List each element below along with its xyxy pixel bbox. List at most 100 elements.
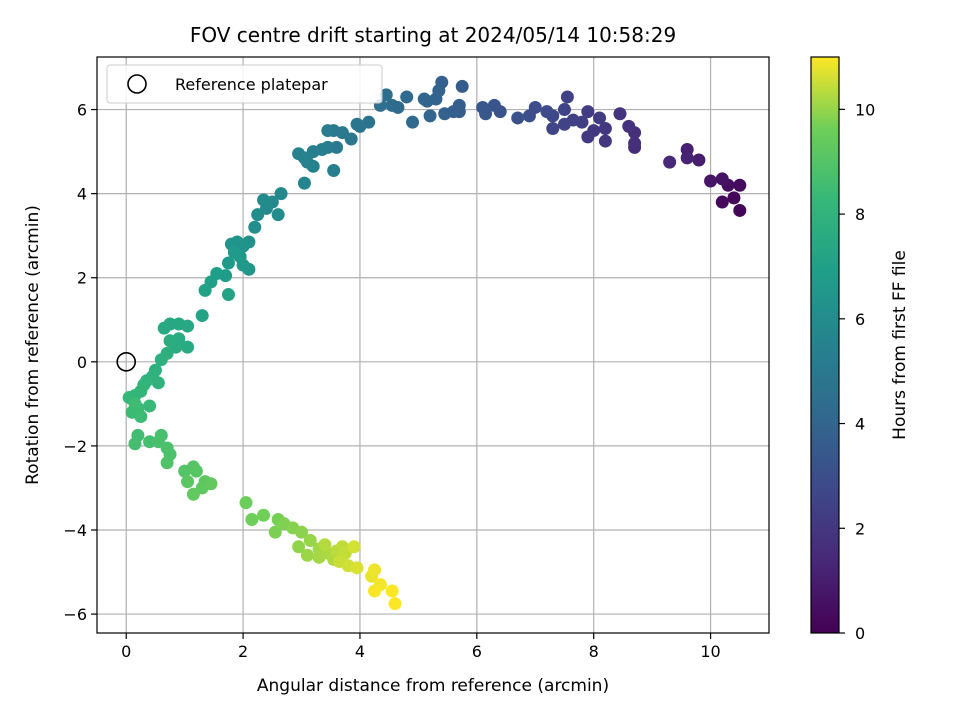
- colorbar-gradient: [810, 56, 840, 634]
- data-point: [297, 176, 311, 190]
- data-point: [292, 147, 306, 161]
- y-tick-label: 0: [77, 353, 87, 372]
- colorbar-tick-label: 2: [855, 519, 865, 538]
- data-point: [221, 256, 235, 270]
- data-point: [227, 246, 241, 260]
- legend-box: [106, 64, 383, 104]
- data-point: [239, 496, 253, 510]
- y-tick-label: −2: [63, 437, 87, 456]
- data-point: [245, 512, 259, 526]
- y-tick-label: −4: [63, 521, 87, 540]
- data-point: [733, 203, 747, 217]
- data-point: [368, 584, 382, 598]
- data-point: [385, 584, 399, 598]
- data-point: [134, 409, 148, 423]
- data-point: [181, 340, 195, 354]
- colorbar-tick-label: 0: [855, 624, 865, 643]
- data-point: [622, 119, 636, 133]
- data-point: [581, 105, 595, 119]
- data-point: [476, 100, 490, 114]
- data-point: [198, 283, 212, 297]
- colorbar: 0 2 4 6 8 10 Hours from first FF file: [810, 56, 910, 643]
- data-point: [151, 376, 165, 390]
- data-point: [593, 111, 607, 125]
- data-point: [487, 98, 501, 112]
- data-point: [557, 117, 571, 131]
- data-point: [423, 109, 437, 123]
- data-point: [400, 90, 414, 104]
- x-axis-ticks: 0 2 4 6 8 10: [121, 633, 721, 661]
- data-point: [306, 159, 320, 173]
- x-tick-label: 8: [589, 642, 599, 661]
- colorbar-tick-label: 10: [855, 100, 875, 119]
- data-point: [303, 534, 317, 548]
- y-tick-label: 6: [77, 101, 87, 120]
- data-point: [598, 121, 612, 135]
- data-point: [368, 563, 382, 577]
- data-point: [628, 136, 642, 150]
- data-point: [522, 109, 536, 123]
- legend: Reference platepar: [106, 64, 383, 104]
- data-point: [189, 464, 203, 478]
- x-tick-label: 2: [238, 642, 248, 661]
- data-point: [692, 153, 706, 167]
- data-point: [511, 111, 525, 125]
- data-point: [248, 220, 262, 234]
- data-point: [715, 172, 729, 186]
- data-point: [221, 288, 235, 302]
- x-tick-label: 6: [472, 642, 482, 661]
- y-axis-ticks: −6 −4 −2 0 2 4 6: [63, 101, 97, 624]
- data-point: [128, 397, 142, 411]
- data-point: [295, 525, 309, 539]
- data-point: [438, 107, 452, 121]
- data-point: [321, 124, 335, 138]
- colorbar-tick-label: 8: [855, 205, 865, 224]
- legend-marker-icon: [127, 74, 147, 94]
- data-point: [581, 130, 595, 144]
- data-point: [271, 208, 285, 222]
- data-point: [204, 477, 218, 491]
- data-point: [379, 88, 393, 102]
- data-point: [733, 178, 747, 192]
- data-point: [455, 79, 469, 93]
- data-point: [598, 134, 612, 148]
- y-axis-label: Rotation from reference (arcmin): [23, 205, 43, 485]
- grid-lines: [97, 57, 769, 633]
- legend-entry-reference: Reference platepar: [175, 75, 328, 94]
- reference-platepar-marker: [116, 352, 137, 372]
- data-point: [385, 98, 399, 112]
- data-point: [327, 164, 341, 178]
- colorbar-ticks: 0 2 4 6 8 10: [839, 100, 875, 643]
- data-point: [128, 437, 142, 451]
- data-point: [560, 90, 574, 104]
- data-point: [727, 191, 741, 205]
- x-tick-label: 4: [355, 642, 365, 661]
- data-point: [347, 540, 361, 554]
- data-point: [160, 456, 174, 470]
- x-tick-label: 0: [121, 642, 131, 661]
- data-point: [251, 208, 265, 222]
- data-point: [546, 121, 560, 135]
- colorbar-tick-label: 4: [855, 415, 865, 434]
- data-point: [300, 548, 314, 562]
- data-point: [388, 597, 402, 611]
- colorbar-label: Hours from first FF file: [890, 250, 910, 440]
- data-point: [292, 540, 306, 554]
- y-tick-label: 2: [77, 269, 87, 288]
- x-axis-label: Angular distance from reference (arcmin): [257, 676, 609, 696]
- data-point: [157, 321, 171, 335]
- data-point: [417, 92, 431, 106]
- data-point: [350, 117, 364, 131]
- data-point: [406, 115, 420, 129]
- chart-title: FOV centre drift starting at 2024/05/14 …: [190, 23, 676, 47]
- data-point: [613, 107, 627, 121]
- data-point: [143, 399, 157, 413]
- data-point: [163, 334, 177, 348]
- plot-frame: [96, 56, 770, 634]
- data-point: [257, 508, 271, 522]
- data-point: [350, 561, 364, 575]
- data-point: [268, 525, 282, 539]
- y-tick-label: 4: [77, 185, 87, 204]
- data-point: [557, 103, 571, 117]
